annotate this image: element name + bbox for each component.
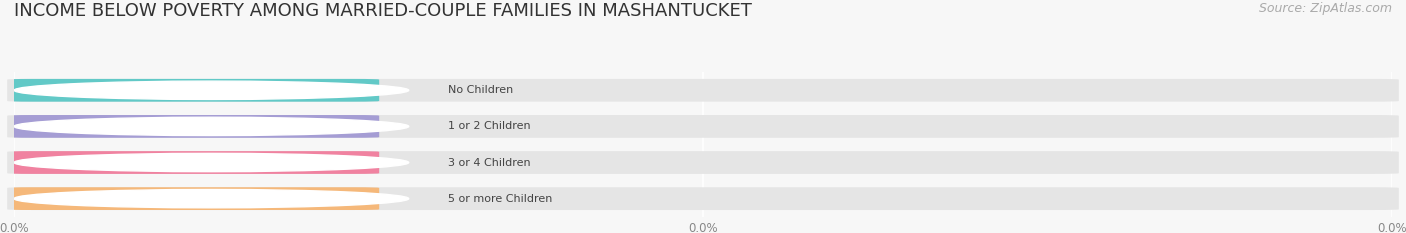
FancyBboxPatch shape	[7, 151, 1399, 174]
FancyBboxPatch shape	[7, 187, 1399, 210]
Text: 1 or 2 Children: 1 or 2 Children	[449, 121, 531, 131]
Text: 0.0%: 0.0%	[330, 121, 361, 131]
Ellipse shape	[14, 189, 409, 208]
Ellipse shape	[14, 117, 409, 136]
Text: 0.0%: 0.0%	[330, 85, 361, 95]
FancyBboxPatch shape	[7, 187, 380, 210]
Text: 3 or 4 Children: 3 or 4 Children	[449, 158, 531, 168]
Ellipse shape	[14, 153, 409, 172]
Ellipse shape	[14, 81, 409, 99]
Text: INCOME BELOW POVERTY AMONG MARRIED-COUPLE FAMILIES IN MASHANTUCKET: INCOME BELOW POVERTY AMONG MARRIED-COUPL…	[14, 2, 752, 20]
Text: 5 or more Children: 5 or more Children	[449, 194, 553, 204]
Text: 0.0%: 0.0%	[330, 194, 361, 204]
FancyBboxPatch shape	[7, 115, 380, 138]
Text: 0.0%: 0.0%	[330, 158, 361, 168]
FancyBboxPatch shape	[7, 151, 380, 174]
FancyBboxPatch shape	[7, 79, 1399, 102]
FancyBboxPatch shape	[7, 79, 380, 102]
Text: Source: ZipAtlas.com: Source: ZipAtlas.com	[1258, 2, 1392, 15]
Text: No Children: No Children	[449, 85, 513, 95]
FancyBboxPatch shape	[7, 115, 1399, 138]
